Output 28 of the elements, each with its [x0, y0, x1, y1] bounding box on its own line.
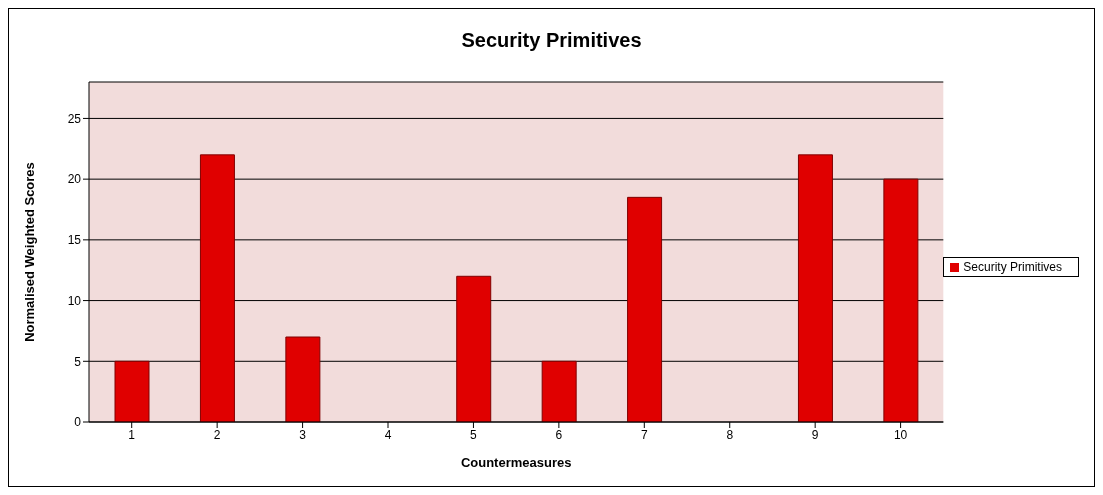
bar — [541, 360, 577, 422]
x-tick-label: 3 — [299, 427, 307, 442]
y-tick-label: 20 — [67, 172, 82, 187]
y-axis-title: Normalised Weighted Scores — [21, 162, 37, 342]
bar — [883, 178, 919, 422]
legend-label: Security Primitives — [963, 260, 1062, 274]
x-tick-label: 6 — [555, 427, 563, 442]
x-tick-label: 8 — [726, 427, 734, 442]
bar — [114, 360, 150, 422]
bar — [797, 154, 833, 422]
x-tick-label: 9 — [811, 427, 819, 442]
x-tick-label: 2 — [213, 427, 221, 442]
x-tick-label: 5 — [470, 427, 478, 442]
x-axis-title: Countermeasures — [460, 455, 572, 470]
bar — [199, 154, 235, 422]
chart-title: Security Primitives — [460, 29, 643, 52]
y-tick-label: 10 — [67, 293, 82, 308]
x-tick-label: 10 — [893, 427, 908, 442]
y-tick-label: 0 — [74, 415, 82, 430]
x-tick-label: 1 — [128, 427, 136, 442]
x-tick-label: 7 — [640, 427, 648, 442]
bar — [627, 196, 663, 422]
y-tick-label: 5 — [74, 354, 82, 369]
x-tick-label: 4 — [384, 427, 392, 442]
y-tick-label: 15 — [67, 233, 82, 248]
y-tick-label: 25 — [67, 111, 82, 126]
bar — [456, 275, 492, 422]
bar — [285, 336, 321, 422]
